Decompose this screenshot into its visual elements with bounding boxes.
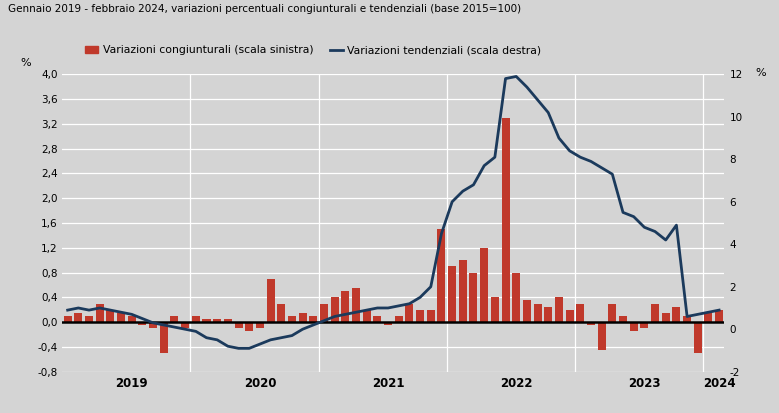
Bar (566, 310, 573, 322)
Bar (363, 310, 371, 322)
Bar (480, 248, 488, 322)
Y-axis label: %: % (20, 58, 31, 69)
Bar (405, 304, 414, 322)
Bar (715, 310, 723, 322)
Bar (534, 304, 541, 322)
Bar (139, 322, 146, 325)
Bar (587, 322, 595, 325)
Bar (651, 304, 659, 322)
Y-axis label: %: % (756, 69, 767, 78)
Bar (502, 118, 509, 322)
Bar (288, 316, 296, 322)
Bar (298, 313, 307, 322)
Bar (597, 322, 605, 350)
Bar (438, 229, 446, 322)
Bar (341, 291, 349, 322)
Bar (672, 306, 680, 322)
Legend: Variazioni congiunturali (scala sinistra), Variazioni tendenziali (scala destra): Variazioni congiunturali (scala sinistra… (81, 41, 545, 60)
Bar (395, 316, 403, 322)
Bar (96, 304, 104, 322)
Bar (373, 316, 382, 322)
Bar (203, 319, 210, 322)
Bar (555, 297, 563, 322)
Bar (85, 316, 93, 322)
Bar (330, 297, 339, 322)
Bar (277, 304, 285, 322)
Bar (459, 260, 467, 322)
Bar (160, 322, 167, 353)
Bar (256, 322, 264, 328)
Bar (694, 322, 702, 353)
Bar (74, 313, 83, 322)
Bar (64, 316, 72, 322)
Bar (470, 273, 478, 322)
Bar (513, 273, 520, 322)
Bar (213, 319, 221, 322)
Bar (629, 322, 638, 331)
Bar (309, 316, 317, 322)
Bar (320, 304, 328, 322)
Bar (640, 322, 648, 328)
Bar (416, 310, 424, 322)
Bar (192, 316, 200, 322)
Bar (182, 322, 189, 328)
Bar (117, 313, 125, 322)
Bar (149, 322, 157, 328)
Bar (576, 304, 584, 322)
Bar (523, 301, 531, 322)
Bar (427, 310, 435, 322)
Bar (107, 310, 115, 322)
Bar (384, 322, 392, 325)
Bar (352, 288, 360, 322)
Bar (128, 316, 136, 322)
Bar (448, 266, 456, 322)
Bar (224, 319, 232, 322)
Text: Gennaio 2019 - febbraio 2024, variazioni percentuali congiunturali e tendenziali: Gennaio 2019 - febbraio 2024, variazioni… (8, 4, 521, 14)
Bar (619, 316, 627, 322)
Bar (266, 279, 274, 322)
Bar (234, 322, 242, 328)
Bar (171, 316, 178, 322)
Bar (545, 306, 552, 322)
Bar (491, 297, 499, 322)
Bar (704, 313, 713, 322)
Bar (661, 313, 670, 322)
Bar (683, 316, 691, 322)
Bar (608, 304, 616, 322)
Bar (245, 322, 253, 331)
